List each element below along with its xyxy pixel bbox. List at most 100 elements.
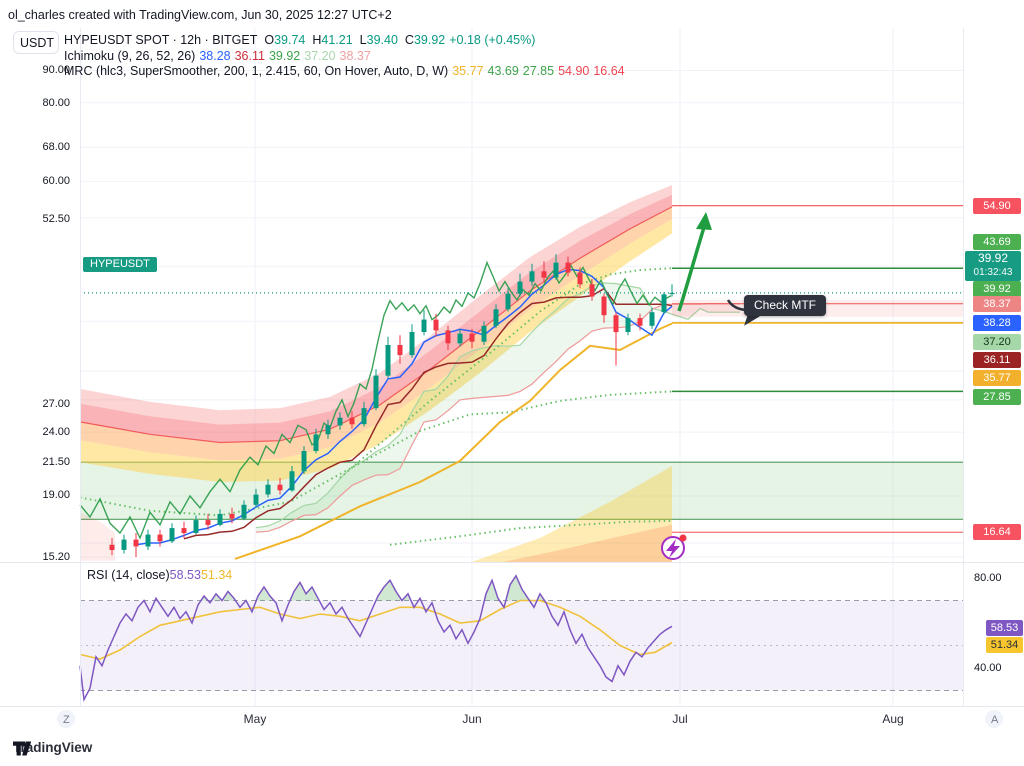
ohlc-value: 41.21: [321, 33, 353, 47]
drawn-arrow-head: [696, 212, 712, 230]
mrc-dotted-lower: [389, 519, 673, 546]
symbol-name-label: HYPEUSDT: [83, 257, 157, 272]
price-scale-label: 39.92: [973, 281, 1021, 297]
ichimoku-cloud: [448, 356, 460, 411]
candle-body: [397, 345, 403, 356]
price-scale-label: 36.11: [973, 352, 1021, 368]
ichimoku-cloud: [580, 285, 592, 341]
rsi-scale-label: 80.00: [974, 572, 1002, 584]
ichimoku-cloud: [544, 309, 556, 373]
timezone-z-button[interactable]: Z: [57, 710, 75, 728]
auto-scale-a-button[interactable]: A: [985, 710, 1003, 728]
ichimoku-cloud: [400, 411, 412, 469]
mrc-value: 35.77: [452, 64, 484, 78]
flash-icon-dot: [679, 534, 687, 542]
rsi-legend-row[interactable]: RSI (14, close)58.5351.34: [87, 568, 232, 582]
candle-body: [625, 318, 631, 332]
mrc-band-strip: [80, 219, 672, 482]
mrc-value: 16.64: [593, 64, 625, 78]
ichimoku-cloud: [532, 320, 544, 385]
ichimoku-title[interactable]: Ichimoku (9, 26, 52, 26): [64, 48, 196, 63]
candle-body: [517, 281, 523, 294]
price-scale-label: 90.00: [42, 64, 70, 76]
rsi-values: 58.5351.34: [170, 568, 233, 582]
mrc-title[interactable]: MRC (hlc3, SuperSmoother, 200, 1, 2.415,…: [64, 64, 449, 78]
ohlc-value: 39.74: [274, 33, 306, 47]
ichimoku-cloud: [388, 434, 400, 475]
candle-body: [493, 309, 499, 326]
candle-body: [229, 513, 235, 519]
rsi-ma-line: [79, 599, 673, 660]
ichimoku-cloud: [520, 332, 532, 392]
ichimoku-cloud: [664, 304, 676, 316]
currency-toggle-button[interactable]: USDT: [13, 31, 59, 54]
ichimoku-values: 38.28 36.11 39.92 37.20 38.37: [195, 49, 370, 63]
ohlc-values: O39.74 H41.21 L39.40 C39.92 +0.18 (+0.45%): [257, 33, 535, 47]
mrc-value: 43.69: [487, 64, 519, 78]
pane-separator[interactable]: [0, 562, 1024, 563]
current-price-badge: 39.92 01:32:43: [965, 251, 1021, 281]
candle-body: [589, 284, 595, 297]
candle-body: [265, 484, 271, 495]
ichimoku-cloud: [340, 467, 352, 496]
left-scale-border: [80, 28, 81, 706]
ichimoku-cloud: [688, 304, 700, 320]
ichimoku-cloud: [484, 345, 496, 398]
mrc-dotted-middle: [79, 390, 673, 517]
price-scale-label: 43.69: [973, 234, 1021, 250]
price-scale-label: 38.28: [973, 315, 1021, 331]
candle-body: [649, 312, 655, 326]
ichimoku-cloud: [496, 345, 508, 397]
ohlc-key: C: [404, 33, 414, 47]
ichimoku-value: 38.28: [199, 48, 231, 63]
price-scale-label: 21.50: [42, 456, 70, 468]
tradingview-logo[interactable]: TradingView: [13, 740, 93, 756]
current-price-value: 39.92: [977, 251, 1009, 265]
candle-body: [361, 408, 367, 425]
price-scale-label: 54.90: [973, 198, 1021, 214]
rsi-overbought-fill: [80, 575, 672, 601]
ichimoku-cloud: [592, 282, 604, 332]
price-scale-label: 27.00: [42, 398, 70, 410]
price-scale-label: 60.00: [42, 175, 70, 187]
ichimoku-value: 37.20: [304, 48, 336, 63]
ichimoku-value: 39.92: [268, 48, 301, 63]
ohlc-value: 39.40: [366, 33, 398, 47]
candle-body: [157, 534, 163, 542]
candle-body: [433, 319, 439, 331]
time-axis-month-label: Jun: [462, 712, 482, 726]
rsi-value: 51.34: [200, 568, 233, 582]
candle-body: [373, 375, 379, 409]
tradingview-logo-text: TradingView: [13, 740, 93, 755]
bar-countdown: 01:32:43: [973, 267, 1013, 278]
check-mtf-callout[interactable]: Check MTF: [744, 295, 827, 316]
rsi-band: [80, 600, 963, 691]
overlay-price-line: [79, 260, 672, 540]
drawn-arrow: [677, 220, 708, 312]
ichimoku-cloud-left-red: [80, 512, 115, 561]
ohlc-key: L: [359, 33, 367, 47]
candle-body: [325, 425, 331, 435]
mrc-value: 54.90: [558, 64, 590, 78]
symbol-title[interactable]: HYPEUSDT SPOT · 12h · BITGET: [64, 33, 258, 47]
symbol-legend-row[interactable]: HYPEUSDT SPOT · 12h · BITGET O39.74 H41.21…: [64, 33, 625, 49]
price-scale-label: 68.00: [42, 141, 70, 153]
ichimoku-cloud: [352, 460, 364, 486]
candle-body: [181, 528, 187, 533]
ichimoku-value: 38.37: [339, 48, 371, 63]
ichimoku-cloud: [412, 391, 424, 445]
price-scale-label: 52.50: [42, 213, 70, 225]
candle-body: [241, 504, 247, 519]
ichimoku-legend-row[interactable]: Ichimoku (9, 26, 52, 26) 38.28 36.11 39.92 3…: [64, 49, 625, 65]
candle-body: [217, 513, 223, 525]
legend-panel: HYPEUSDT SPOT · 12h · BITGET O39.74 H41.21…: [64, 33, 625, 80]
mrc-outer-salmon: [500, 524, 672, 563]
mrc-legend-row[interactable]: MRC (hlc3, SuperSmoother, 200, 1, 2.415,…: [64, 64, 625, 80]
rsi-title[interactable]: RSI (14, close): [87, 568, 170, 582]
mrc-value: 27.85: [522, 64, 555, 78]
price-scale-label: 15.20: [42, 551, 70, 563]
rsi-scale-label: 40.00: [974, 662, 1002, 674]
candle-body: [481, 325, 487, 342]
